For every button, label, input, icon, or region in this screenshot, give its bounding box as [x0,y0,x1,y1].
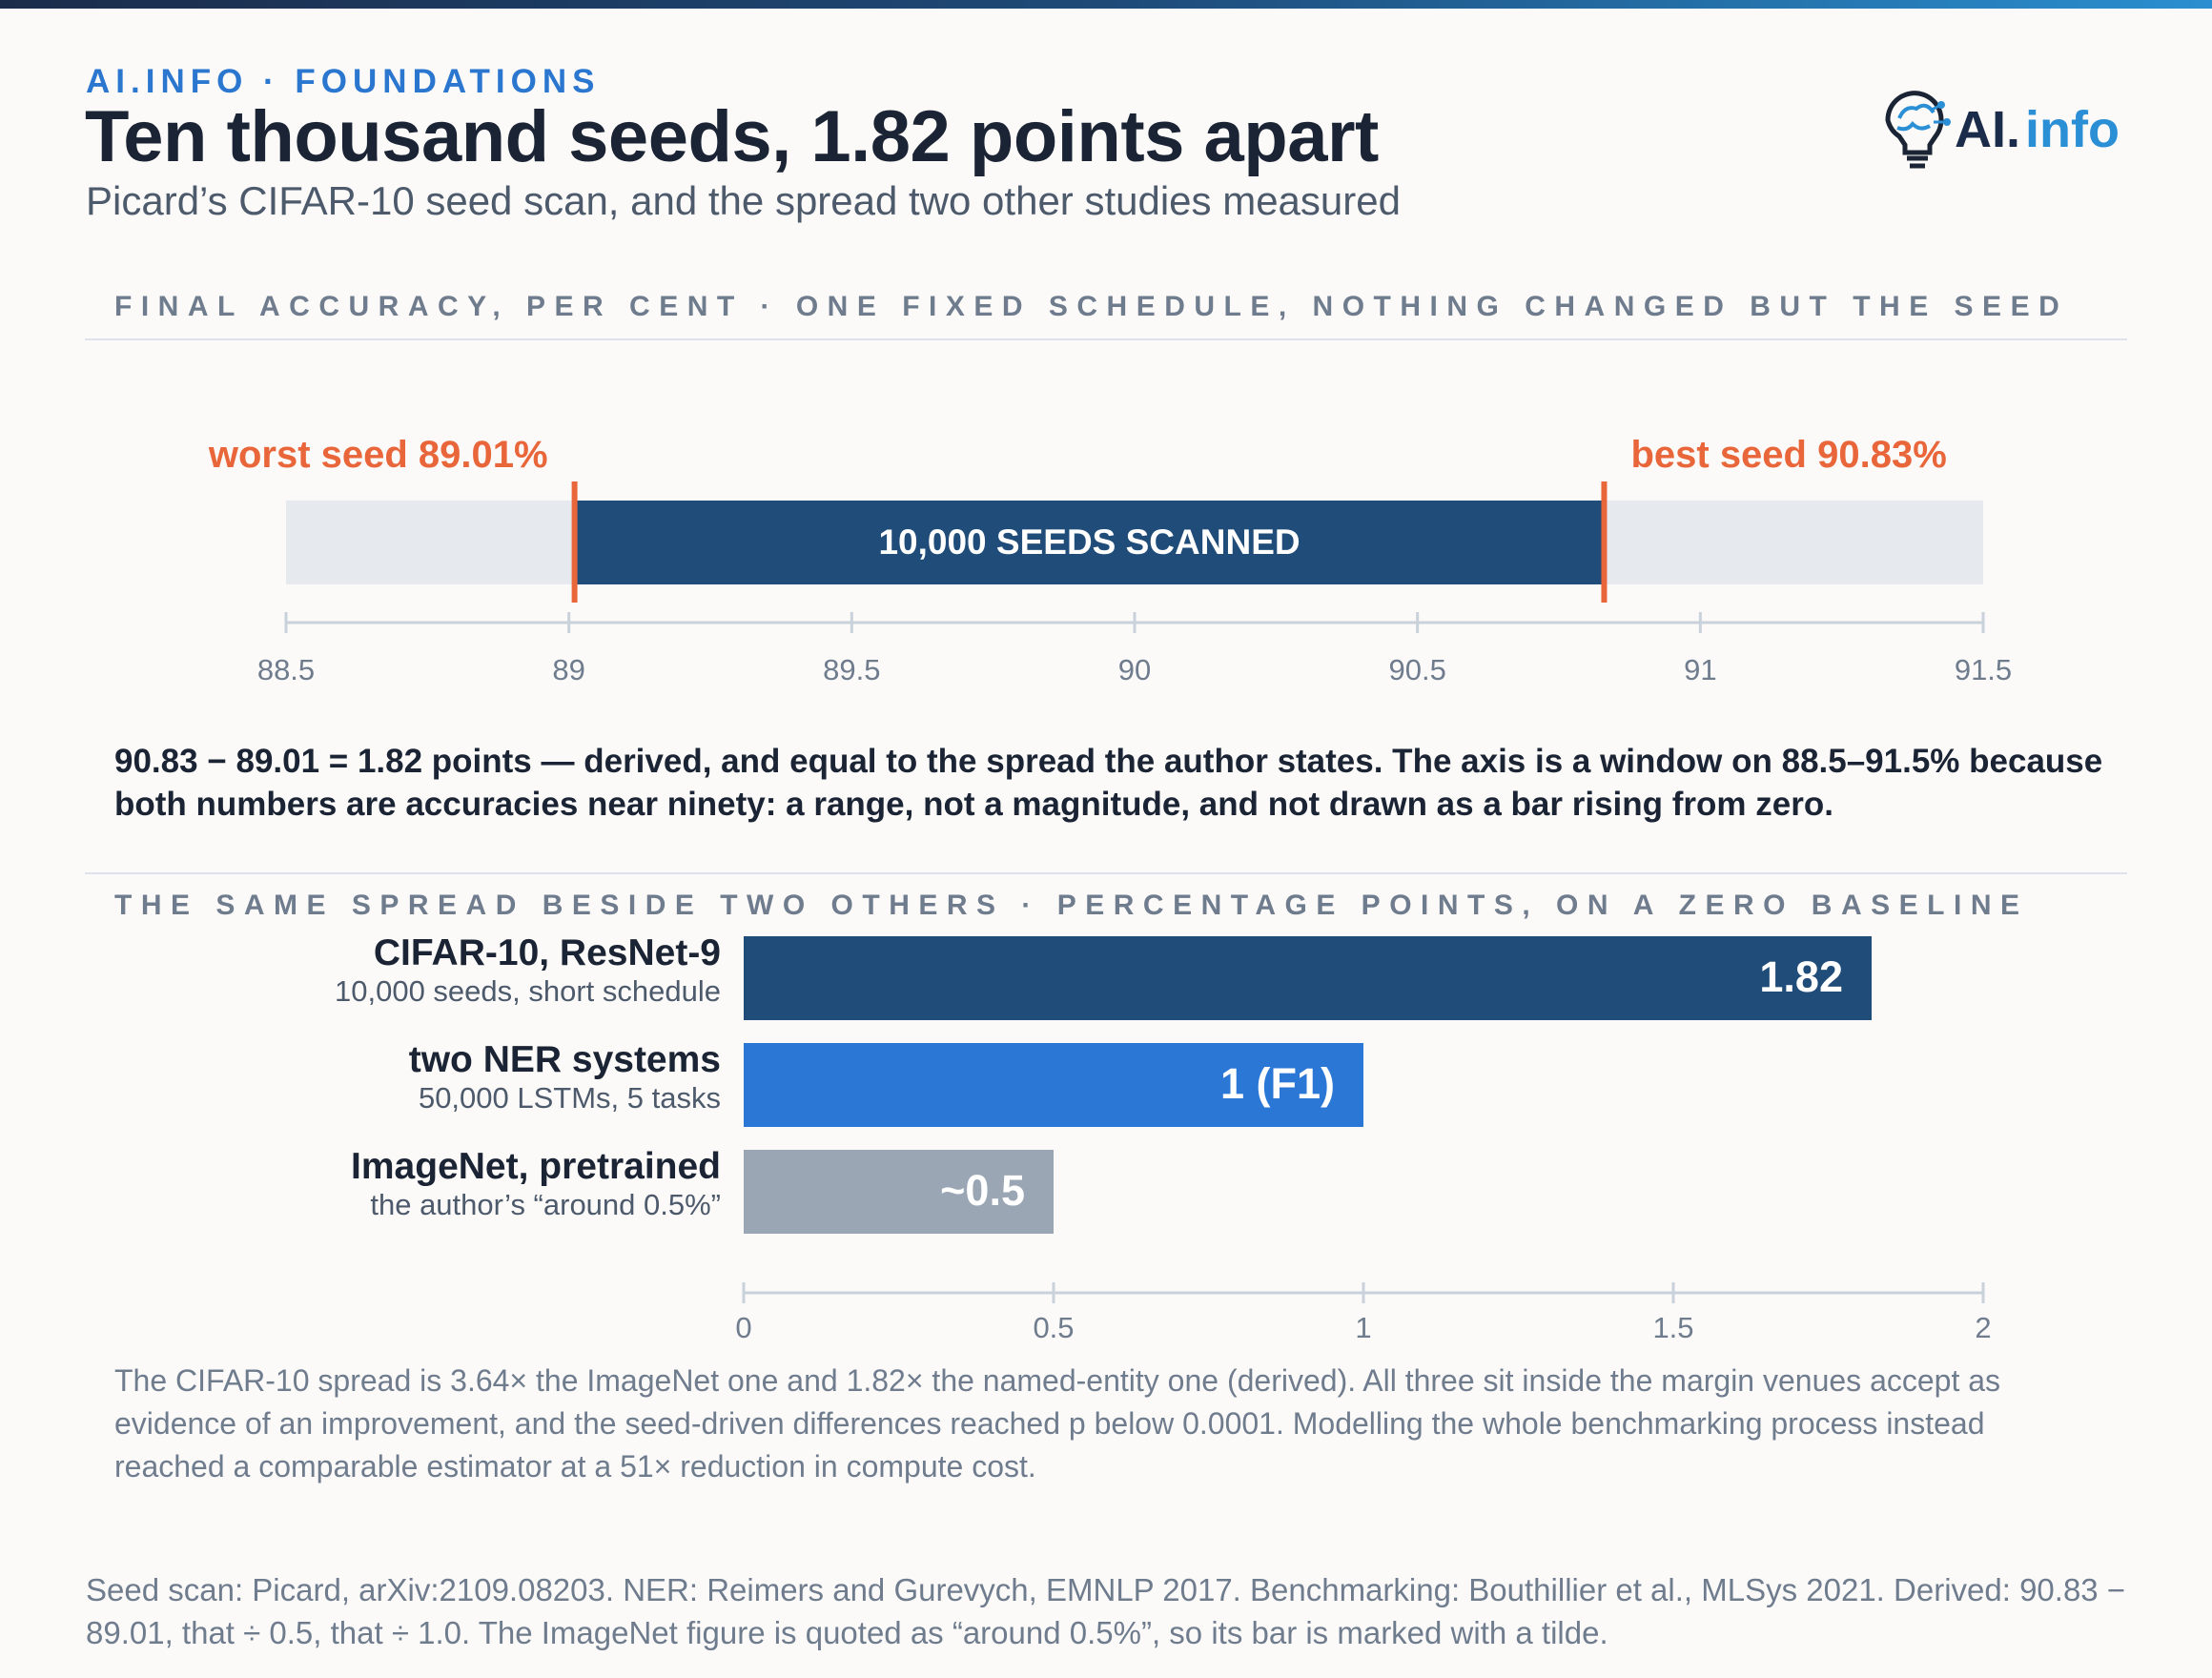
bar-category-name: two NER systems [408,1039,721,1080]
x-tick-label: 91.5 [1955,653,2012,686]
range-bar-label: 10,000 SEEDS SCANNED [878,522,1300,562]
lightbulb-brain-icon: AI. info [1885,91,2120,169]
worst-seed-label: worst seed 89.01% [208,434,548,476]
section-heading-range: FINAL ACCURACY, PER CENT · ONE FIXED SCH… [114,291,2069,322]
bar-category-name: CIFAR-10, ResNet-9 [373,932,721,973]
x-tick-label: 89.5 [823,653,880,686]
bar [744,936,1872,1020]
section-heading-bars: THE SAME SPREAD BESIDE TWO OTHERS · PERC… [114,890,2029,921]
top-accent-bar [0,0,2212,9]
bar-category: ImageNet, pretrained the author’s “around… [351,1146,721,1222]
brand-logo: AI. info [1878,84,2136,175]
bar-category-subtitle: the author’s “around 0.5%” [370,1188,721,1221]
divider [85,872,2127,874]
logo-text-main: AI. [1955,101,2020,158]
spread-comparison-chart: 1.82 1 (F1) ~0.5 0 0.5 1 1.5 2 [735,936,1992,1344]
derived-note: 90.83 − 89.01 = 1.82 points — derived, a… [114,743,2103,823]
range-bar [574,501,1605,584]
x-tick-label: 90 [1118,653,1151,686]
seed-range-chart: 10,000 SEEDS SCANNED worst seed 89.01% bes… [208,434,2012,686]
logo-text-accent: info [2025,101,2120,158]
x-tick-label: 91 [1684,653,1716,686]
x-tick-label: 0 [735,1311,751,1344]
worst-seed-marker [571,481,578,603]
page-title: Ten thousand seeds, 1.82 points apart [85,96,1379,177]
bar [744,1150,1054,1234]
x-tick-label: 89 [552,653,584,686]
best-seed-label: best seed 90.83% [1630,434,1946,476]
bar-value-label: 1.82 [1759,952,1843,1001]
bar-category-subtitle: 10,000 seeds, short schedule [335,974,721,1008]
best-seed-marker [1601,481,1608,603]
bar-category-name: ImageNet, pretrained [351,1146,721,1187]
x-tick-label: 1.5 [1652,1311,1693,1344]
bar-category: two NER systems 50,000 LSTMs, 5 tasks [409,1039,721,1115]
x-tick-label: 88.5 [257,653,315,686]
divider [85,338,2127,340]
bar-value-label: ~0.5 [940,1166,1025,1215]
x-tick-label: 90.5 [1388,653,1445,686]
x-tick-label: 2 [1975,1311,1991,1344]
page-subtitle: Picard’s CIFAR-10 seed scan, and the spr… [86,178,1401,223]
bar-category: CIFAR-10, ResNet-9 10,000 seeds, short sc… [335,932,721,1009]
bar [744,1043,1363,1127]
x-tick-label: 1 [1355,1311,1371,1344]
comparison-note: The CIFAR-10 spread is 3.64× the ImageNe… [114,1363,2001,1484]
bar-value-label: 1 (F1) [1220,1059,1335,1108]
source-footer: Seed scan: Picard, arXiv:2109.08203. NER… [86,1572,2126,1650]
bar-category-subtitle: 50,000 LSTMs, 5 tasks [418,1081,721,1115]
x-tick-label: 0.5 [1033,1311,1074,1344]
kicker: AI.INFO · FOUNDATIONS [86,63,601,100]
